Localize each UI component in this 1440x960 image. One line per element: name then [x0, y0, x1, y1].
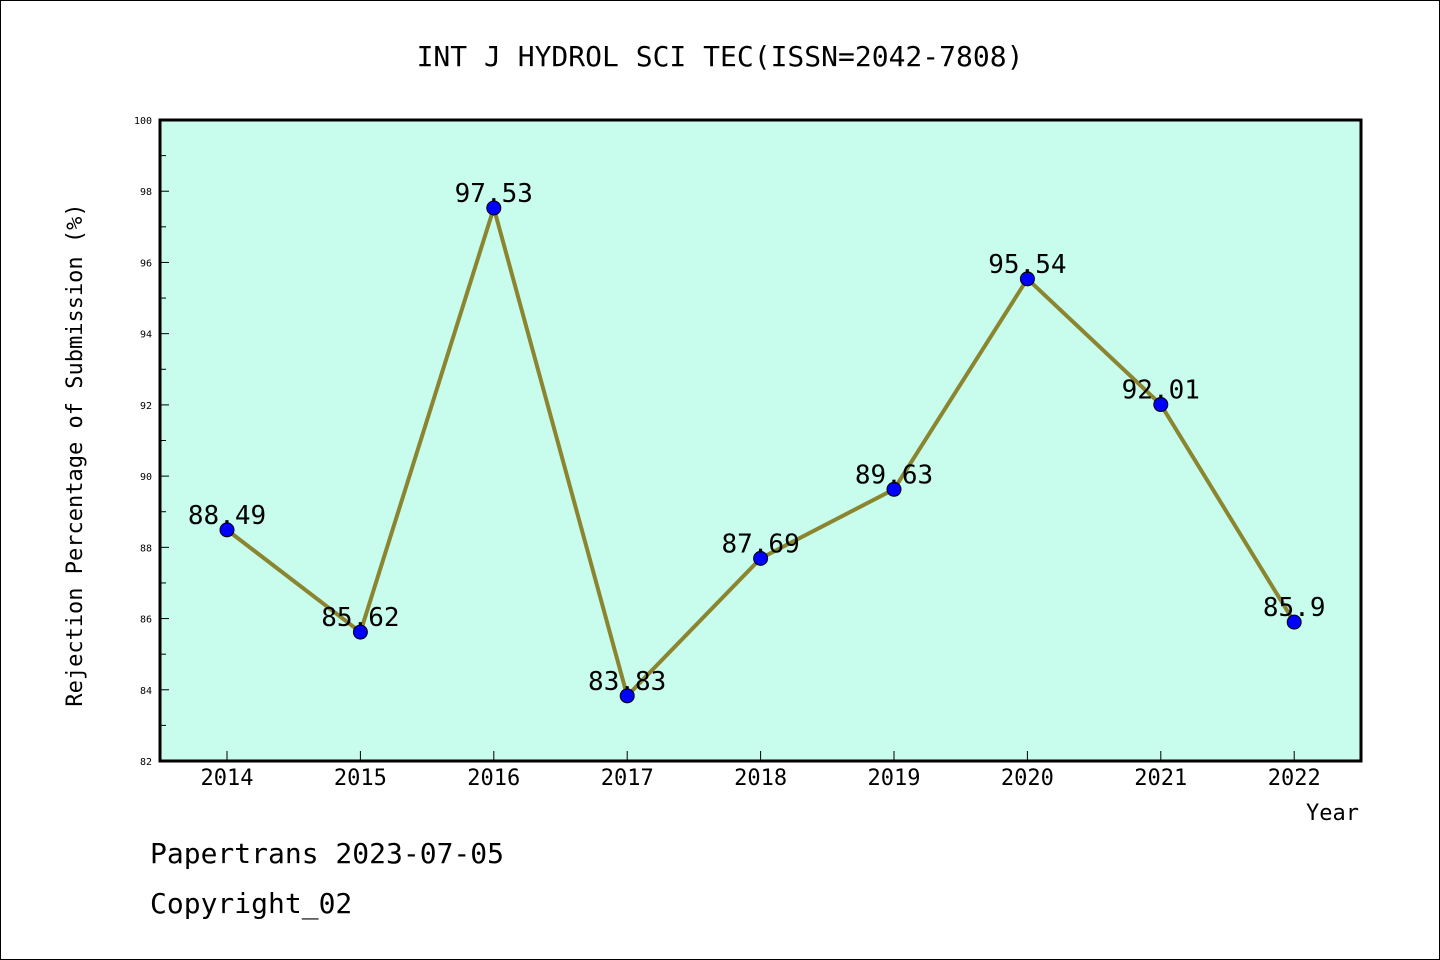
y-tick-label: 86 — [140, 615, 152, 626]
y-tick-label: 94 — [140, 330, 152, 341]
data-point — [486, 200, 502, 216]
data-label: 85.62 — [321, 603, 399, 633]
data-label: 92.01 — [1122, 376, 1200, 406]
y-tick-label: 96 — [140, 258, 152, 269]
x-tick-label: 2019 — [868, 766, 921, 791]
y-axis: 82 84 86 88 90 92 94 96 98 100 — [134, 116, 169, 768]
footer-copyright: Copyright_02 — [150, 887, 352, 921]
x-axis: 2014 2015 2016 2017 2018 2019 2020 2021 2022 — [201, 751, 1321, 791]
data-point — [1286, 614, 1302, 630]
chart-title: INT J HYDROL SCI TEC(ISSN=2042-7808) — [417, 40, 1024, 73]
data-label: 89.63 — [855, 460, 933, 490]
y-tick-label: 98 — [140, 187, 152, 198]
x-tick-label: 2015 — [334, 766, 387, 791]
data-point — [1153, 397, 1169, 413]
data-point — [886, 481, 902, 497]
x-tick-label: 2022 — [1268, 766, 1321, 791]
data-label: 83.83 — [588, 667, 666, 697]
footer-date: Papertrans 2023-07-05 — [150, 837, 504, 870]
x-tick-label: 2018 — [734, 766, 787, 791]
x-tick-label: 2017 — [601, 766, 654, 791]
x-tick-label: 2020 — [1001, 766, 1054, 791]
y-tick-label: 84 — [140, 686, 152, 697]
y-tick-label: 90 — [140, 472, 152, 483]
y-axis-label: Rejection Percentage of Submission (%) — [63, 203, 88, 706]
plot-area — [158, 118, 1363, 763]
data-markers — [219, 200, 1302, 704]
x-tick-label: 2016 — [467, 766, 520, 791]
data-point — [352, 624, 368, 640]
data-label: 95.54 — [988, 250, 1066, 280]
data-label: 87.69 — [721, 529, 799, 559]
y-tick-label: 92 — [140, 401, 152, 412]
data-labels: 88.49 85.62 97.53 83.83 87.69 89.63 95.54 92.01… — [188, 179, 1326, 697]
data-point — [219, 522, 235, 538]
y-tick-label: 88 — [140, 543, 152, 554]
x-axis-label: Year — [1306, 801, 1359, 826]
y-tick-label: 100 — [134, 116, 152, 127]
data-point — [1019, 271, 1035, 287]
data-label: 97.53 — [455, 179, 533, 209]
data-label: 85.9 — [1263, 593, 1326, 623]
x-tick-label: 2021 — [1134, 766, 1187, 791]
data-point — [619, 688, 635, 704]
x-tick-label: 2014 — [201, 766, 254, 791]
data-label: 88.49 — [188, 501, 266, 531]
data-point — [753, 550, 769, 566]
y-tick-label: 82 — [140, 757, 152, 768]
